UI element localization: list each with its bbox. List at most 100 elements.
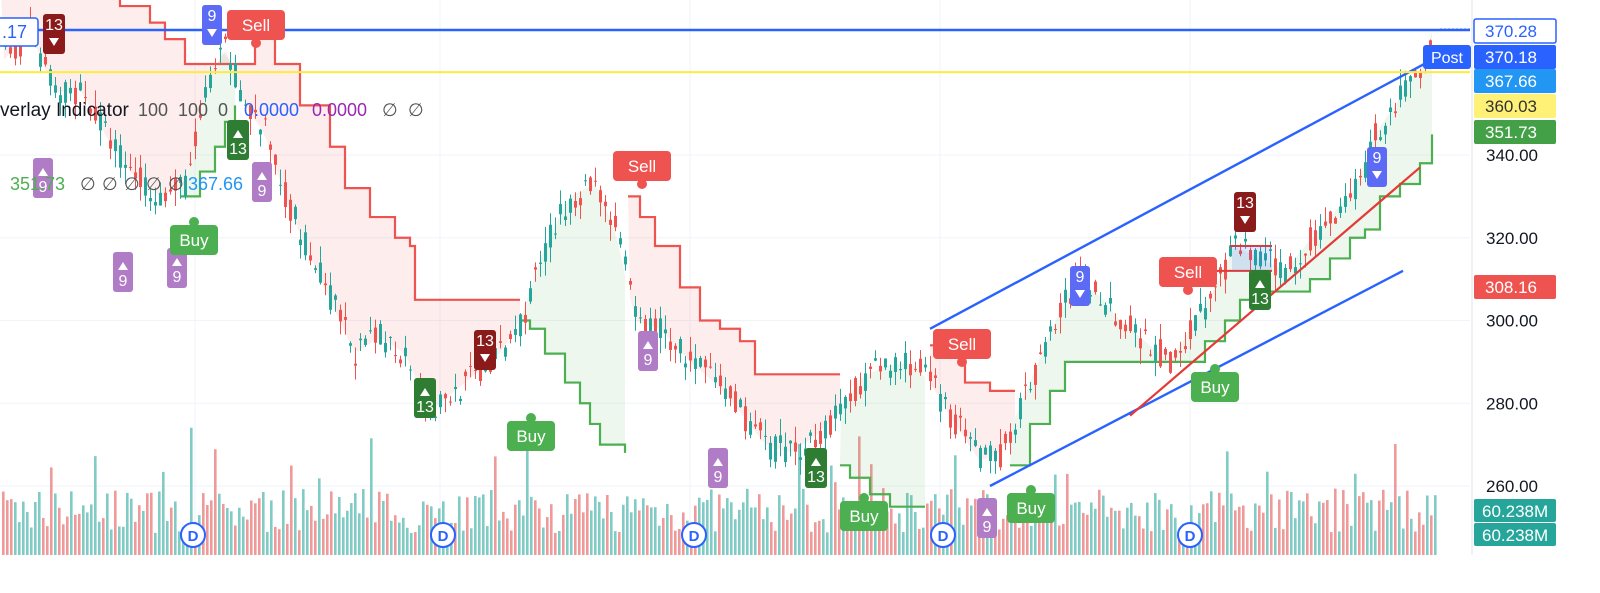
td-marker-label: 13 (229, 141, 247, 158)
volume-bar (114, 490, 117, 555)
red-trend-line (1129, 166, 1421, 417)
volume-bar (1246, 527, 1249, 555)
candle-body (1169, 351, 1172, 373)
volume-bar (634, 499, 637, 555)
candle-body (1029, 389, 1032, 391)
candle-body (1114, 321, 1117, 326)
td-marker-arrow-icon (480, 354, 490, 362)
candle-body (1129, 315, 1132, 332)
candle-body (504, 347, 507, 357)
volume-bar (342, 517, 345, 555)
candle-body (954, 414, 957, 435)
td-marker-arrow-icon (38, 168, 48, 176)
td-marker-label: 9 (983, 519, 992, 536)
candle-body (994, 450, 997, 462)
volume-bar (102, 518, 105, 555)
candle-body (689, 351, 692, 361)
candle-body (49, 69, 52, 86)
price-badge-bg (1474, 275, 1556, 299)
candle-body (739, 399, 742, 408)
candle-body (99, 112, 102, 131)
volume-bar (550, 504, 553, 555)
td-marker-box (33, 158, 53, 198)
candle-body (829, 415, 832, 435)
candle-body (749, 421, 752, 435)
candle-body (684, 363, 687, 368)
price-badge-label: 370.18 (1485, 48, 1537, 67)
volume-bar (362, 489, 365, 555)
price-badge-bg (1473, 18, 1557, 44)
sell-signal: Sell (1159, 257, 1217, 295)
dividend-circle (681, 522, 707, 548)
volume-bar (858, 436, 861, 555)
signal-box (613, 151, 671, 181)
td-marker-label: 9 (644, 352, 653, 369)
sell-signal: Sell (227, 10, 285, 48)
volume-bar (598, 501, 601, 555)
volume-bar (422, 501, 425, 555)
volume-bar (494, 456, 497, 555)
signal-box (840, 501, 888, 531)
candle-body (364, 338, 367, 345)
td-marker: 9 (1070, 266, 1090, 306)
td-marker-arrow-icon (420, 388, 430, 396)
candle-body (1224, 259, 1227, 280)
dividend-label: D (188, 528, 199, 545)
volume-bar (758, 494, 761, 555)
volume-bar (1294, 518, 1297, 555)
volume-bar (1042, 523, 1045, 555)
candle-body (1174, 350, 1177, 358)
candle-body (234, 63, 237, 88)
volume-bar (1166, 509, 1169, 555)
candle-body (534, 267, 537, 270)
volume-bar (146, 493, 149, 555)
volume-bar (1250, 530, 1253, 555)
dividend-circle (930, 522, 956, 548)
volume-bar (526, 439, 529, 555)
volume-badge-label: 60.238M (1482, 526, 1548, 545)
candle-body (949, 409, 952, 428)
axis-tick-label: 260.00 (1486, 477, 1538, 496)
volume-bar (1074, 502, 1077, 555)
volume-bar (266, 531, 269, 555)
volume-bar (1046, 498, 1049, 555)
volume-bar (242, 516, 245, 555)
candle-body (599, 190, 602, 203)
candle-body (1319, 226, 1322, 240)
volume-bar (34, 502, 37, 555)
volume-bar (254, 503, 257, 555)
candle-body (479, 360, 482, 381)
candle-body (519, 314, 522, 337)
td-marker-arrow-icon (207, 29, 217, 37)
candle-body (964, 429, 967, 437)
candle-body (1119, 319, 1122, 330)
signal-dot (189, 217, 199, 227)
td-marker-box (977, 498, 997, 538)
candle-body (69, 87, 72, 94)
candle-body (1189, 320, 1192, 340)
volume-bar (1386, 509, 1389, 555)
signal-dot (1210, 364, 1220, 374)
candle-body (1304, 253, 1307, 256)
volume-bar (502, 511, 505, 555)
volume-bar (406, 527, 409, 555)
signal-label: Sell (948, 335, 976, 354)
td-marker: 13 (805, 448, 827, 488)
legend-green-value: 351.73 (10, 174, 65, 194)
candle-body (779, 435, 782, 443)
candle-body (84, 97, 87, 99)
volume-bar (906, 492, 909, 555)
candle-body (1344, 196, 1347, 207)
candle-body (814, 439, 817, 448)
candle-body (1109, 298, 1112, 304)
candle-body (1394, 111, 1397, 114)
indicator-param: 100 (178, 100, 208, 120)
volume-bar (170, 507, 173, 555)
price-badge-bg (1474, 94, 1556, 118)
candle-body (139, 167, 142, 188)
volume-bar (398, 522, 401, 555)
candle-body (1214, 286, 1217, 288)
volume-bar (1146, 502, 1149, 555)
